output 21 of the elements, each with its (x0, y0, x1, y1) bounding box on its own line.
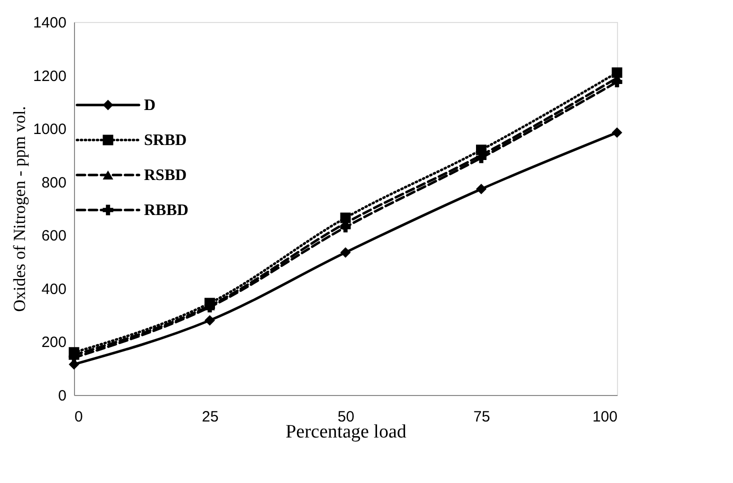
y-tick-label: 200 (41, 334, 66, 352)
y-tick-label: 1200 (33, 68, 66, 85)
point (340, 247, 351, 258)
y-tick-label: 1400 (33, 14, 66, 32)
x-tick-label: 100 (592, 408, 618, 426)
legend-label: D (144, 97, 156, 114)
y-tick-label: 0 (58, 388, 66, 404)
y-tick-label: 1000 (33, 121, 66, 138)
legend-label: SRBD (144, 132, 187, 149)
point (612, 127, 622, 138)
legend-label: RSBD (144, 167, 187, 184)
legend-label: RBBD (144, 202, 188, 219)
x-tick-label: 75 (473, 408, 490, 426)
y-tick-label: 800 (41, 174, 66, 192)
point (204, 315, 215, 326)
y-tick-label: 600 (41, 228, 66, 245)
y-axis-title: Oxides of Nitrogen - ppm vol. (10, 106, 30, 312)
x-tick-label: 25 (202, 408, 219, 426)
point (476, 184, 486, 194)
y-tick-label: 400 (41, 280, 66, 298)
x-tick-label: 0 (74, 408, 83, 426)
